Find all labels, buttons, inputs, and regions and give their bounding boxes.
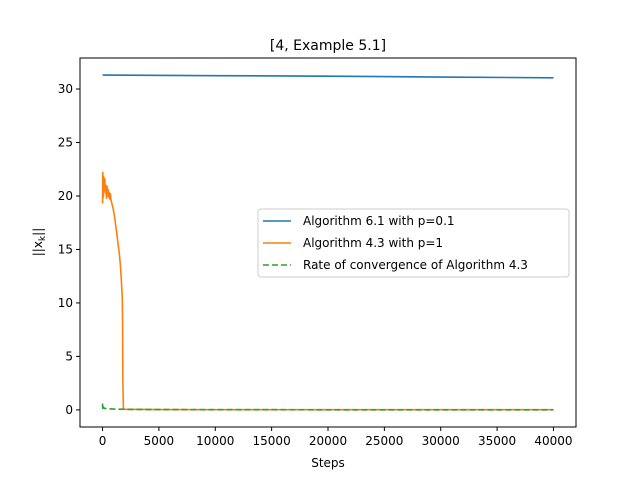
x-axis-title: Steps (311, 456, 345, 470)
series-line-3 (101, 403, 554, 411)
x-tick-label: 20000 (309, 434, 347, 448)
y-tick-label: 10 (58, 296, 73, 310)
y-tick-label: 25 (58, 135, 73, 149)
legend-label: Algorithm 4.3 with p=1 (303, 236, 443, 250)
series-line-1 (102, 74, 554, 79)
x-axis: 0 5000 10000 15000 20000 25000 30000 35000 40000 (99, 427, 573, 448)
y-tick-label: 0 (65, 403, 73, 417)
x-tick-label: 30000 (422, 434, 460, 448)
legend-label: Rate of convergence of Algorithm 4.3 (303, 258, 528, 272)
y-axis-title: ||xk|| (31, 228, 48, 257)
x-tick-label: 15000 (253, 434, 291, 448)
legend: Algorithm 6.1 with p=0.1 Algorithm 4.3 wi… (257, 208, 570, 278)
legend-label: Algorithm 6.1 with p=0.1 (303, 214, 455, 228)
x-tick-label: 40000 (534, 434, 572, 448)
y-tick-label: 20 (58, 189, 73, 203)
y-tick-label: 30 (58, 82, 73, 96)
y-axis: 0 5 10 15 20 25 30 (58, 82, 80, 417)
x-tick-label: 25000 (365, 434, 403, 448)
y-tick-label: 5 (65, 349, 73, 363)
x-tick-label: 10000 (196, 434, 234, 448)
legend-box (257, 208, 570, 278)
x-tick-label: 5000 (144, 434, 175, 448)
chart-title: [4, Example 5.1] (270, 38, 386, 54)
series-layer (101, 74, 554, 411)
x-tick-label: 35000 (478, 434, 516, 448)
y-tick-label: 15 (58, 242, 73, 256)
x-tick-label: 0 (99, 434, 107, 448)
series-line-2 (101, 171, 554, 411)
